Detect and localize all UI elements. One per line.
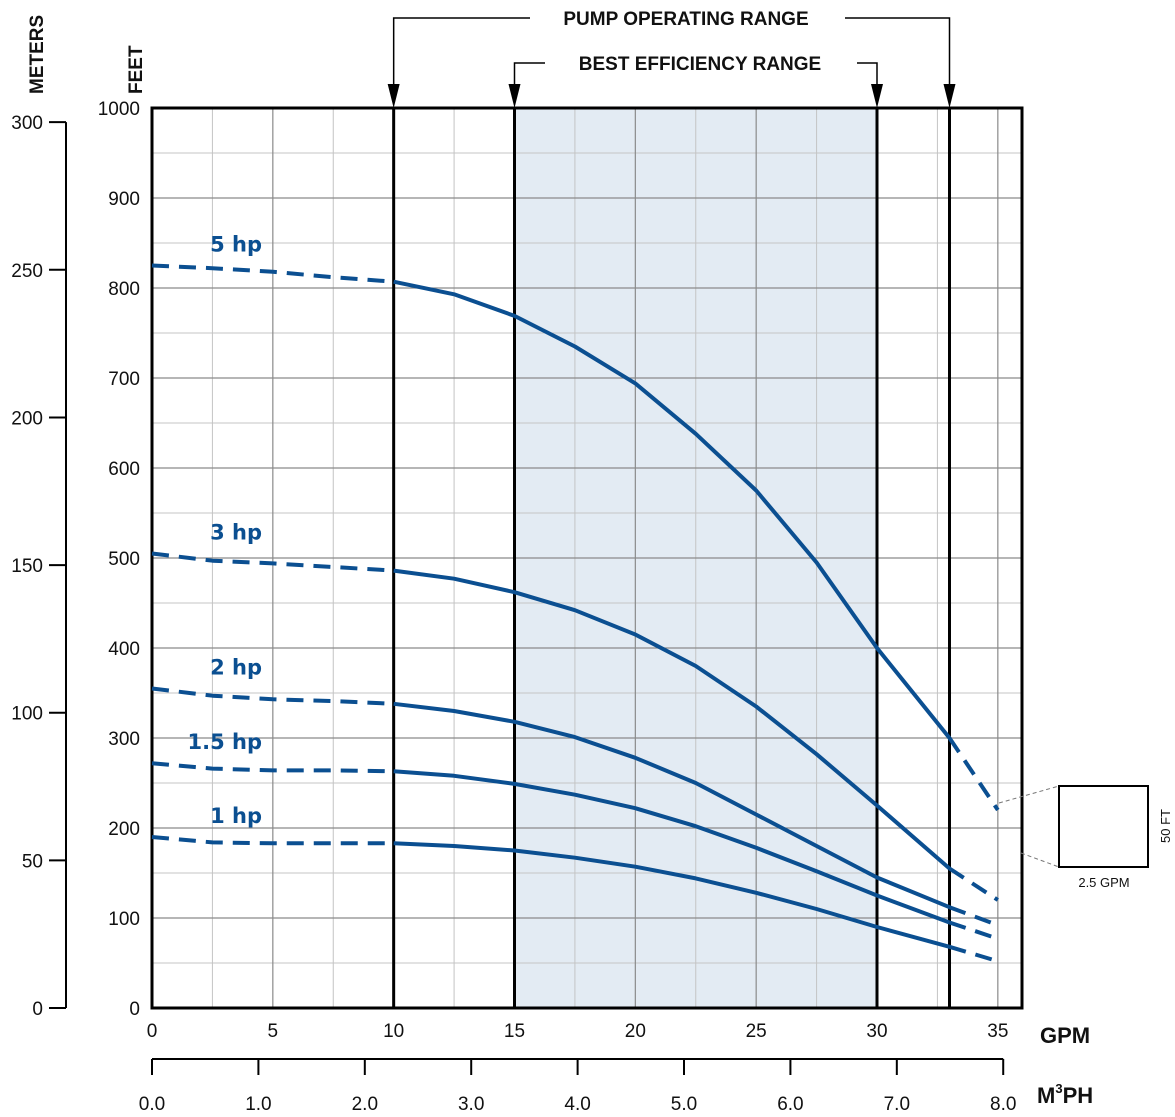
curve-label: 2 hp: [210, 656, 262, 680]
range-headers: PUMP OPERATING RANGE BEST EFFICIENCY RANG…: [387, 9, 956, 108]
m3ph-tick-label: 8.0: [990, 1094, 1016, 1115]
scale-box-width-label: 2.5 GPM: [1078, 875, 1129, 890]
pump-operating-range-bracket-left: [392, 17, 530, 88]
feet-tick-label: 200: [108, 819, 140, 840]
gpm-tick-label: 25: [746, 1021, 767, 1042]
m3ph-tick-label: 6.0: [777, 1094, 803, 1115]
gpm-axis-title: GPM: [1040, 1023, 1090, 1048]
plot-frame: [150, 106, 1024, 1010]
feet-tick-label: 1000: [98, 99, 140, 120]
curve-label: 5 hp: [210, 233, 262, 257]
feet-tick-label: 600: [108, 459, 140, 480]
meters-tick-label: 50: [22, 851, 43, 872]
gpm-tick-label: 0: [147, 1021, 158, 1042]
curve-1-hp-dashed-left: [151, 835, 394, 846]
curve-1-5-hp-dashed-right: [948, 920, 999, 941]
curve-label: 1.5 hp: [188, 730, 263, 754]
feet-tick-label: 400: [108, 639, 140, 660]
pump-operating-range-arrow: [943, 84, 956, 108]
feet-tick-label: 700: [108, 369, 140, 390]
curve-1-5-hp-solid: [393, 769, 951, 925]
m3ph-tick-label: 1.0: [245, 1094, 271, 1115]
gpm-tick-label: 15: [504, 1021, 525, 1042]
best-efficiency-range-bracket-right: [857, 62, 878, 88]
m3ph-axis-title: M3PH: [1037, 1081, 1093, 1108]
curve-3-hp-solid: [393, 568, 951, 871]
m3ph-tick-label: 7.0: [884, 1094, 910, 1115]
gpm-tick-label: 5: [268, 1021, 279, 1042]
gpm-tick-label: 35: [987, 1021, 1008, 1042]
best-efficiency-range-arrow: [508, 84, 521, 108]
curve-5-hp-dashed-right: [947, 736, 1000, 812]
feet-tick-labels: 0 100 200 300 400 500 600 700 800 900 1000: [98, 99, 140, 1020]
m3ph-tick-label: 2.0: [352, 1094, 378, 1115]
m3ph-tick-label: 5.0: [671, 1094, 697, 1115]
m3ph-axis: 0.0 1.0 2.0 3.0 4.0 5.0 6.0 7.0 8.0: [139, 1058, 1016, 1115]
meters-tick-label: 250: [11, 261, 43, 282]
best-efficiency-range-bracket-left: [513, 62, 545, 88]
m3ph-tick-label: 4.0: [564, 1094, 590, 1115]
curve-label: 3 hp: [210, 521, 262, 545]
meters-axis: 0 50 100 150 200 250 300: [11, 113, 67, 1020]
feet-tick-label: 800: [108, 279, 140, 300]
curve-1-hp-solid: [393, 841, 951, 949]
curves: [151, 263, 1000, 964]
meters-tick-label: 200: [11, 408, 43, 429]
m3ph-tick-label: 3.0: [458, 1094, 484, 1115]
gpm-tick-label: 10: [383, 1021, 404, 1042]
curve-1-5-hp-dashed-left: [151, 761, 394, 774]
curve-5-hp-solid: [393, 279, 952, 740]
curve-3-hp-dashed-right: [948, 866, 999, 902]
scale-box: 2.5 GPM 50 FT: [998, 785, 1173, 890]
curve-2-hp-dashed-left: [151, 686, 394, 706]
pump-operating-range-arrow: [387, 84, 400, 108]
meters-tick-label: 300: [11, 113, 43, 134]
feet-tick-label: 100: [108, 909, 140, 930]
best-efficiency-range-arrow: [871, 84, 883, 108]
gpm-tick-label: 20: [625, 1021, 646, 1042]
curve-5-hp-dashed-left: [151, 263, 394, 284]
meters-tick-label: 150: [11, 556, 43, 577]
scale-box-height-label: 50 FT: [1158, 809, 1173, 843]
pump-operating-range-bracket-right: [845, 17, 951, 88]
m3ph-tick-label: 0.0: [139, 1094, 165, 1115]
feet-tick-label: 0: [129, 999, 140, 1020]
feet-axis-title: FEET: [126, 45, 147, 94]
meters-tick-label: 0: [32, 999, 43, 1020]
feet-tick-label: 500: [108, 549, 140, 570]
best-efficiency-range-label: BEST EFFICIENCY RANGE: [579, 54, 821, 75]
curve-labels: 5 hp 3 hp 2 hp 1.5 hp 1 hp: [188, 233, 263, 829]
feet-tick-label: 900: [108, 189, 140, 210]
pump-operating-range-label: PUMP OPERATING RANGE: [563, 9, 808, 30]
gpm-tick-label: 30: [866, 1021, 887, 1042]
curve-3-hp-dashed-left: [151, 551, 394, 573]
curve-1-hp-dashed-right: [948, 944, 999, 964]
curve-2-hp-solid: [393, 701, 951, 910]
meters-axis-title: METERS: [27, 15, 48, 94]
range-lines: [392, 108, 951, 1008]
meters-tick-label: 100: [11, 704, 43, 725]
curve-2-hp-dashed-right: [948, 905, 999, 928]
feet-tick-label: 300: [108, 729, 140, 750]
gpm-tick-labels: 0 5 10 15 20 25 30 35: [147, 1021, 1009, 1042]
curve-label: 1 hp: [210, 804, 262, 828]
